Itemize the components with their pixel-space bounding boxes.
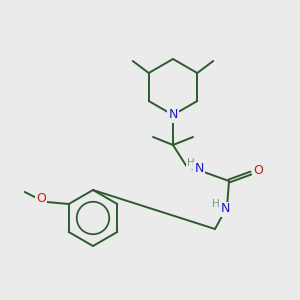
Text: O: O xyxy=(253,164,263,176)
Text: O: O xyxy=(36,191,46,205)
Text: H: H xyxy=(187,158,195,168)
Text: H: H xyxy=(212,199,220,209)
Text: N: N xyxy=(220,202,230,215)
Text: N: N xyxy=(194,163,204,176)
Text: N: N xyxy=(168,109,178,122)
